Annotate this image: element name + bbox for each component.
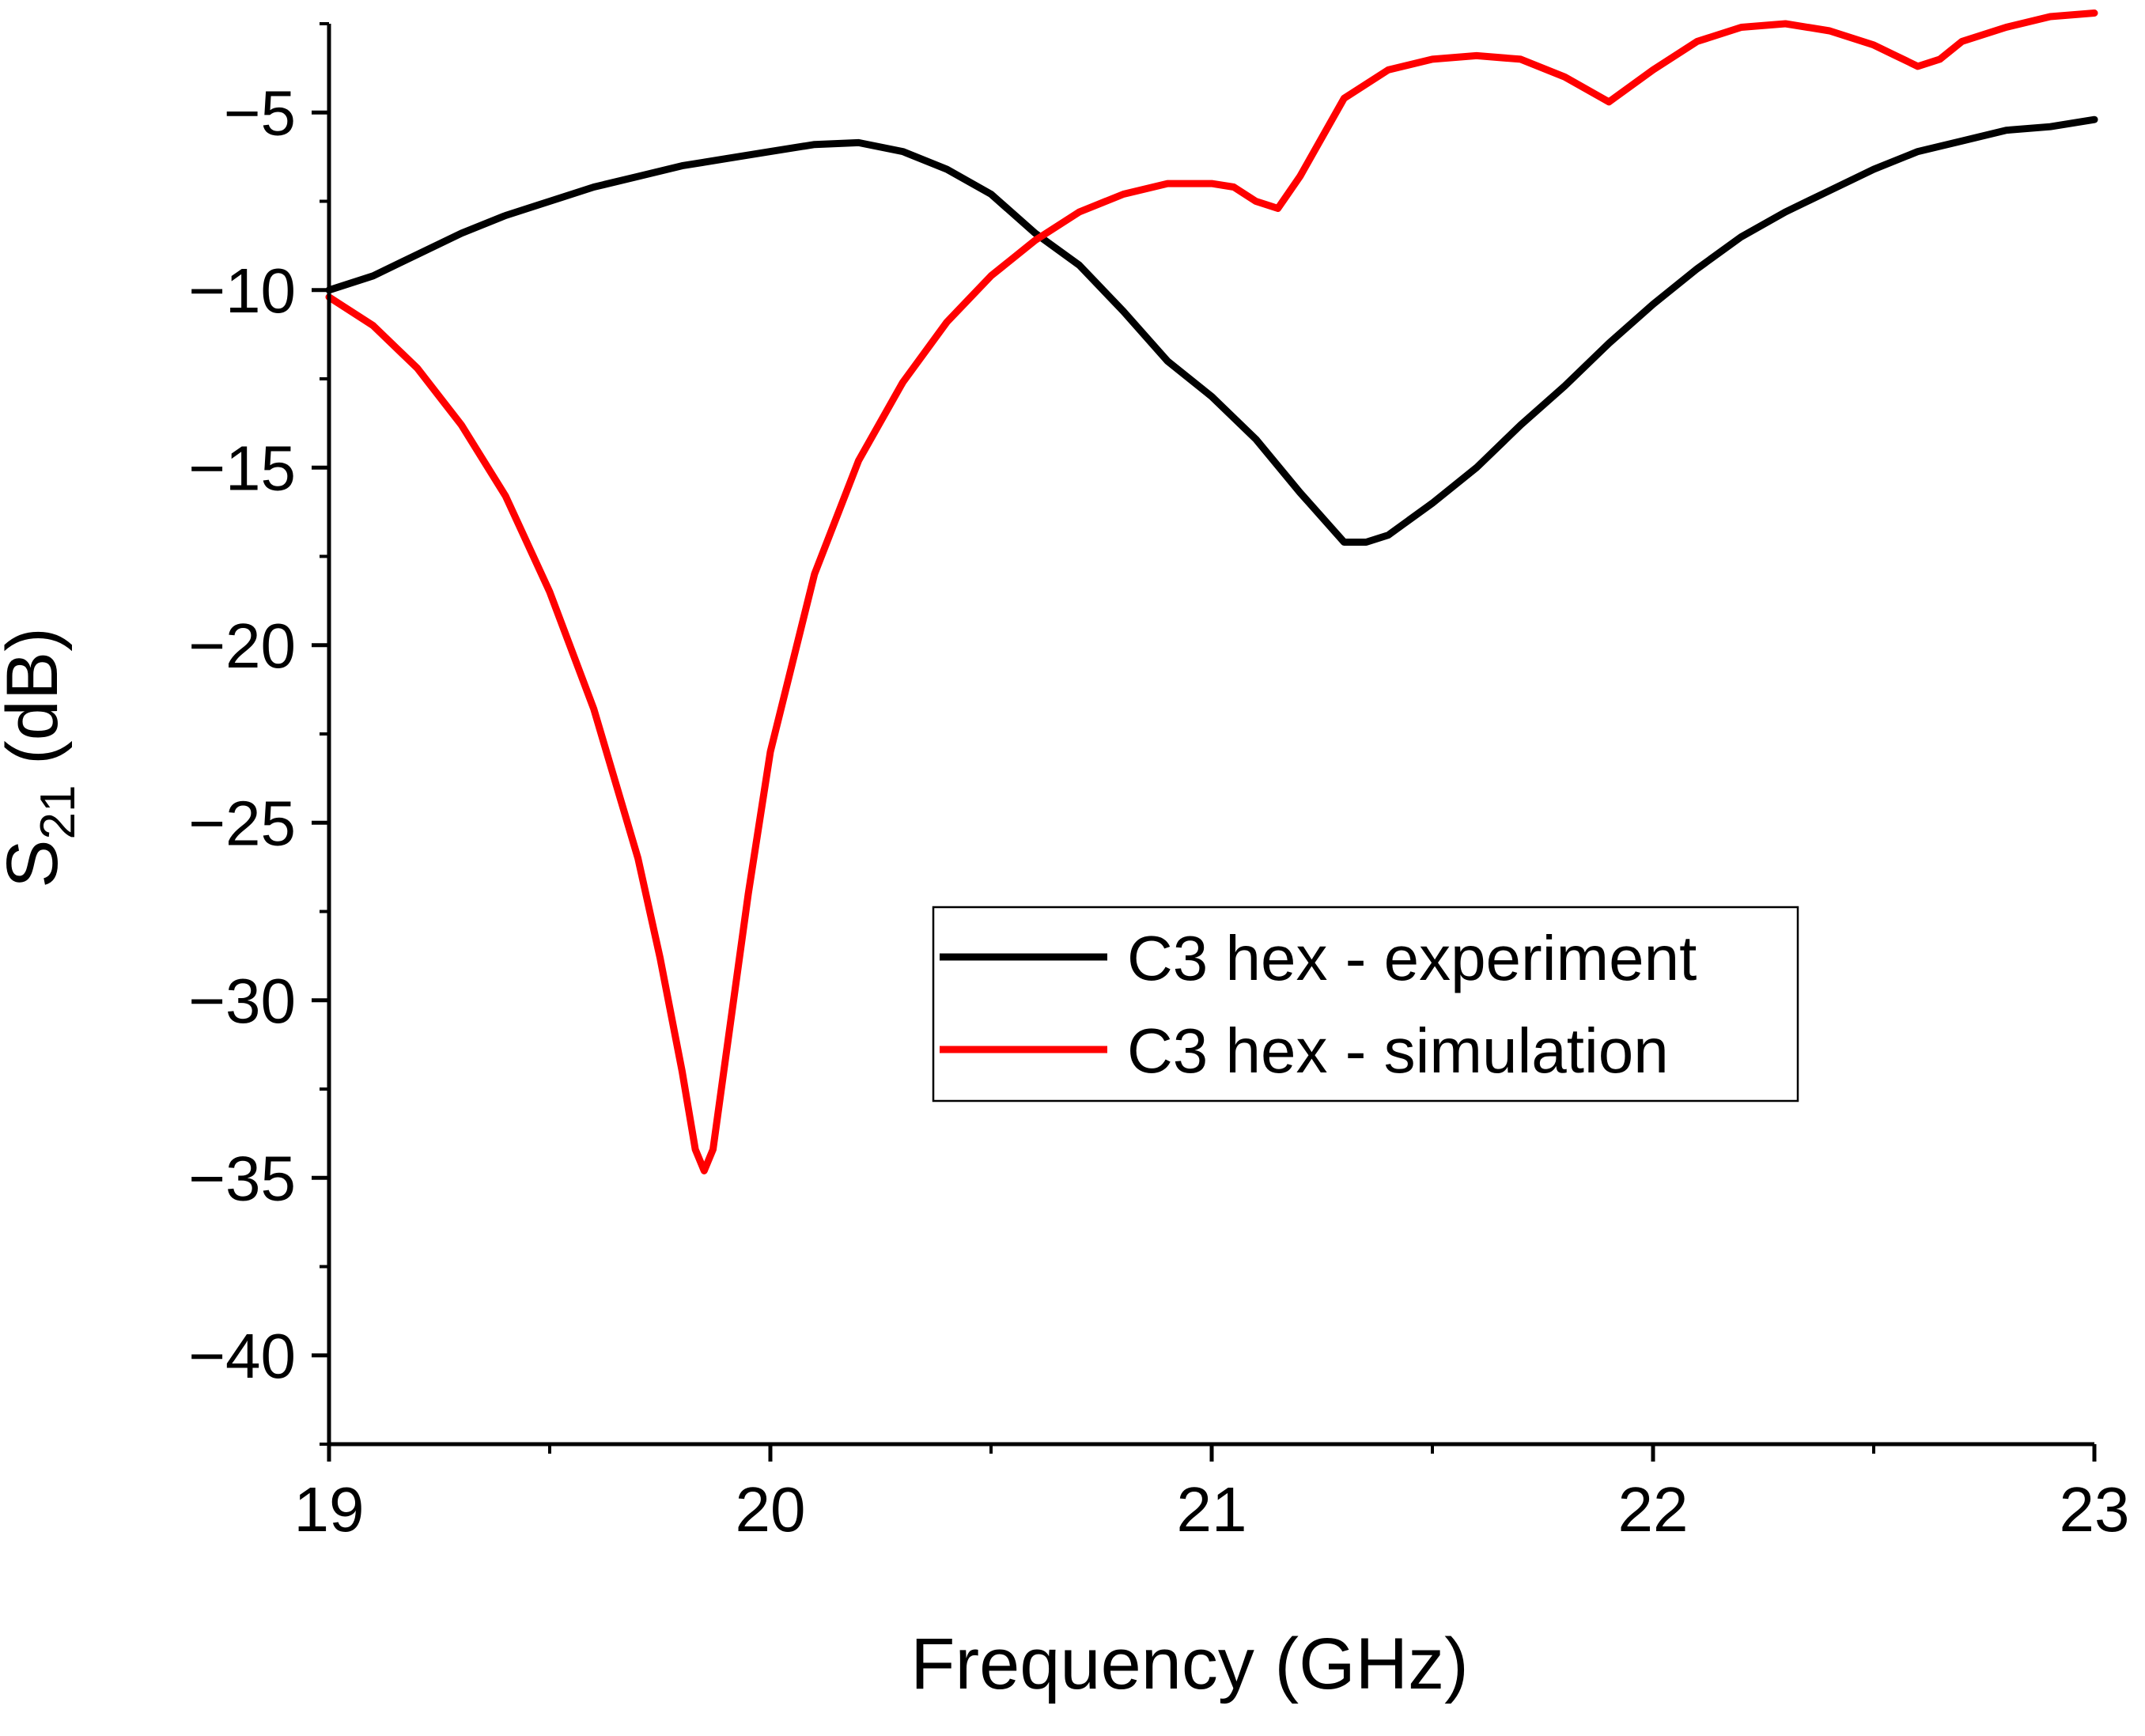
x-tick-label: 21 [1177,1474,1247,1545]
y-tick-label: −30 [188,966,296,1036]
y-tick-label: −15 [188,433,296,503]
legend: C3 hex - experiment C3 hex - simulation [932,906,1799,1102]
y-axis-title-main: S [0,839,73,887]
legend-box [932,906,1799,1102]
x-tick-label: 23 [2060,1474,2130,1545]
y-tick-label: −10 [188,255,296,326]
legend-label-experiment: C3 hex - experiment [1127,923,1697,993]
y-axis-title-subscript: 21 [31,785,85,840]
y-axis-ticks: −40 −35 −30 −25 −20 −15 −10 −5 [188,22,329,1446]
y-axis-title-unit: (dB) [0,627,73,785]
y-tick-label: −35 [188,1143,296,1213]
y-tick-label: −40 [188,1321,296,1391]
x-tick-label: 20 [736,1474,806,1545]
x-axis-title: Frequency (GHz) [910,1624,1469,1704]
x-axis-ticks: 19 20 21 22 23 [294,1444,2130,1545]
series-line-experiment [325,115,2098,546]
y-axis-title: S21 (dB) [0,627,85,888]
x-tick-label: 22 [1618,1474,1689,1545]
y-tick-label: −20 [188,611,296,681]
y-tick-label: −5 [224,78,296,148]
y-tick-label: −25 [188,788,296,858]
x-tick-label: 19 [294,1474,365,1545]
plot-area [325,9,2098,1174]
series-line-simulation [325,9,2098,1174]
legend-label-simulation: C3 hex - simulation [1127,1016,1669,1086]
svg-text:S21 (dB): S21 (dB) [0,627,85,888]
